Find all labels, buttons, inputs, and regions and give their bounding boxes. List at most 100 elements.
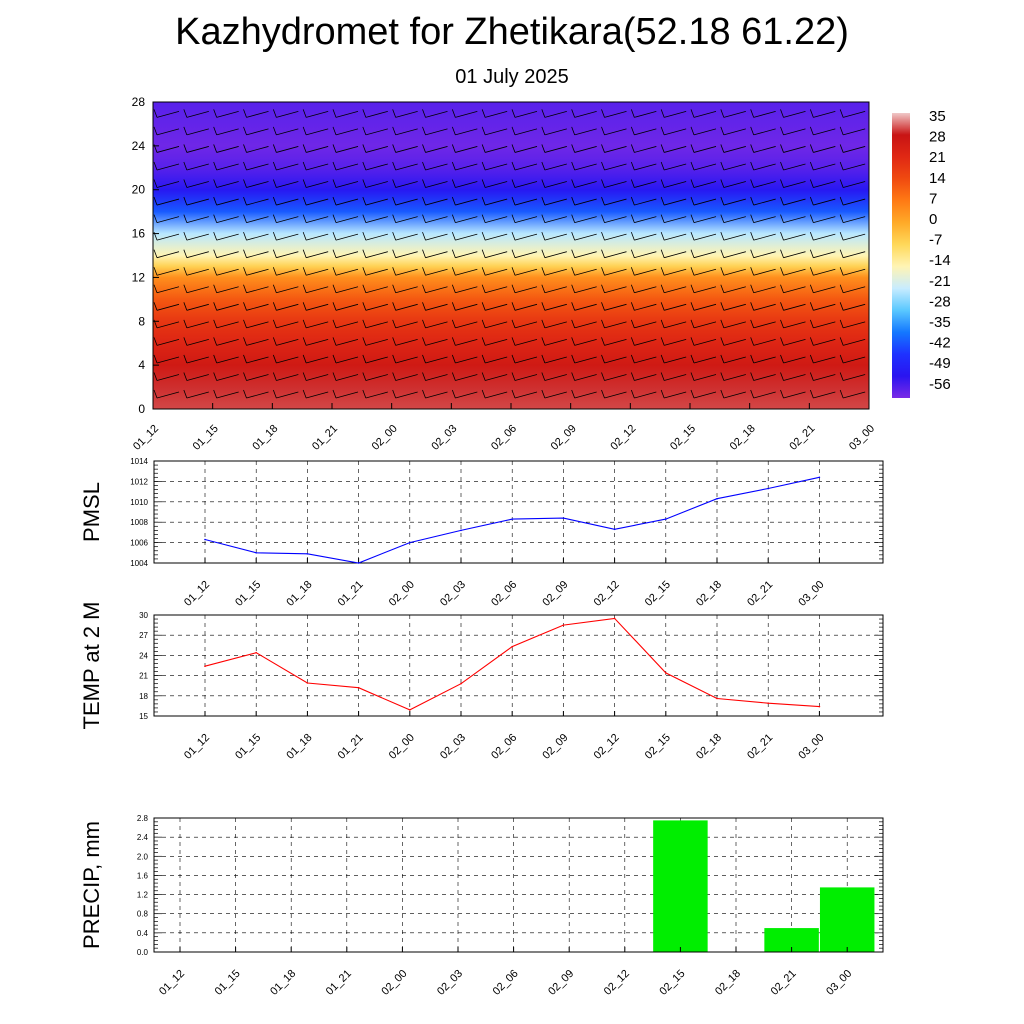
wind-barb — [750, 144, 776, 153]
wind-barb — [690, 372, 717, 381]
wind-barb — [720, 354, 746, 364]
wind-barb — [750, 232, 776, 241]
wind-barb — [362, 126, 388, 136]
y-axis-label: TEMP at 2 M — [79, 602, 104, 730]
wind-barb — [750, 249, 776, 259]
wind-barb — [213, 179, 239, 188]
x-tick-label: 02_00 — [370, 423, 400, 453]
wind-barb — [809, 372, 836, 381]
wind-barb — [302, 372, 329, 381]
wind-barb — [809, 126, 836, 136]
wind-barb — [511, 249, 538, 259]
wind-barb — [183, 372, 209, 381]
wind-barb — [720, 196, 746, 206]
wind-barb — [362, 284, 388, 294]
wind-barb — [302, 232, 329, 241]
x-tick-label: 01_15 — [213, 968, 243, 998]
wind-barb — [392, 249, 418, 259]
x-tick-label: 02_18 — [713, 968, 743, 998]
wind-barb — [272, 232, 299, 241]
x-tick-label: 02_03 — [438, 579, 468, 609]
series-point — [255, 552, 257, 554]
temperature-colorbar: 35 28 21 14 7 0 -7 -14 -21 -28 -35 -42 -49 -56 — [892, 108, 951, 398]
wind-barb — [481, 161, 508, 171]
wind-barb — [660, 267, 687, 276]
wind-barb — [213, 232, 239, 241]
wind-barb — [153, 196, 180, 206]
wind-barb — [511, 267, 538, 276]
wind-barb — [422, 144, 448, 153]
wind-barb — [720, 319, 746, 329]
wind-barb — [243, 389, 269, 399]
wind-barb — [183, 389, 209, 399]
wind-barb — [302, 161, 329, 171]
wind-barb — [870, 180, 895, 188]
wind-barb — [601, 389, 627, 399]
wind-barb — [332, 161, 359, 171]
wind-barb — [660, 109, 687, 118]
wind-barb — [243, 319, 269, 329]
wind-barb — [870, 267, 895, 275]
wind-barb — [451, 179, 478, 188]
precip-bar — [819, 887, 875, 952]
wind-barb — [870, 337, 895, 345]
x-tick-label: 02_09 — [546, 968, 576, 998]
wind-barb — [243, 179, 269, 188]
precip-bar — [653, 820, 708, 952]
wind-barb — [422, 196, 448, 206]
wind-barb — [690, 179, 717, 188]
chart-title: Kazhydromet for Zhetikara(52.18 61.22) — [175, 11, 849, 53]
wind-barb — [183, 354, 209, 364]
wind-barb — [213, 161, 239, 171]
wind-barb — [511, 372, 538, 381]
wind-barb — [362, 144, 388, 153]
wind-barb — [451, 337, 478, 346]
wind-barb — [839, 249, 866, 259]
wind-barb — [571, 337, 597, 346]
y-tick-label: 1008 — [130, 518, 148, 527]
wind-barb — [153, 179, 180, 188]
x-tick-label: 02_18 — [694, 732, 724, 762]
wind-barb — [243, 109, 269, 118]
series-point — [460, 529, 462, 532]
x-tick-label: 03_00 — [847, 423, 877, 453]
wind-barb — [720, 249, 746, 259]
wind-barb — [362, 196, 388, 206]
wind-barb — [272, 109, 299, 118]
wind-barb — [302, 302, 329, 311]
wind-barb — [839, 337, 866, 346]
wind-barb — [780, 161, 806, 171]
wind-barb — [451, 319, 478, 329]
wind-barb — [870, 372, 895, 380]
wind-barb — [392, 372, 418, 381]
wind-barb — [750, 196, 776, 206]
wind-barb — [630, 109, 657, 118]
plot-frame — [153, 614, 884, 717]
wind-barb — [332, 389, 359, 399]
wind-barb — [332, 267, 359, 276]
grid-lines — [154, 460, 883, 564]
colorbar-label: 35 — [929, 108, 946, 125]
wind-barb — [660, 126, 687, 136]
wind-barb — [392, 302, 418, 311]
wind-barb — [213, 372, 239, 381]
wind-barb — [183, 109, 209, 118]
wind-barb — [332, 372, 359, 381]
wind-barb — [332, 126, 359, 136]
y-tick-label: 15 — [139, 712, 148, 721]
x-tick-label: 02_15 — [657, 968, 687, 998]
series-point — [818, 705, 821, 708]
wind-barb — [571, 144, 597, 153]
wind-barb — [660, 249, 687, 259]
wind-barb — [690, 126, 717, 136]
wind-barb — [213, 267, 239, 276]
y-tick-label: 28 — [132, 95, 146, 109]
wind-barb — [720, 302, 746, 311]
x-tick-label: 02_15 — [643, 579, 673, 609]
wind-barb — [332, 249, 359, 259]
wind-barb — [870, 302, 895, 310]
wind-barb — [332, 232, 359, 241]
wind-barb — [392, 337, 418, 346]
wind-barb — [571, 372, 597, 381]
